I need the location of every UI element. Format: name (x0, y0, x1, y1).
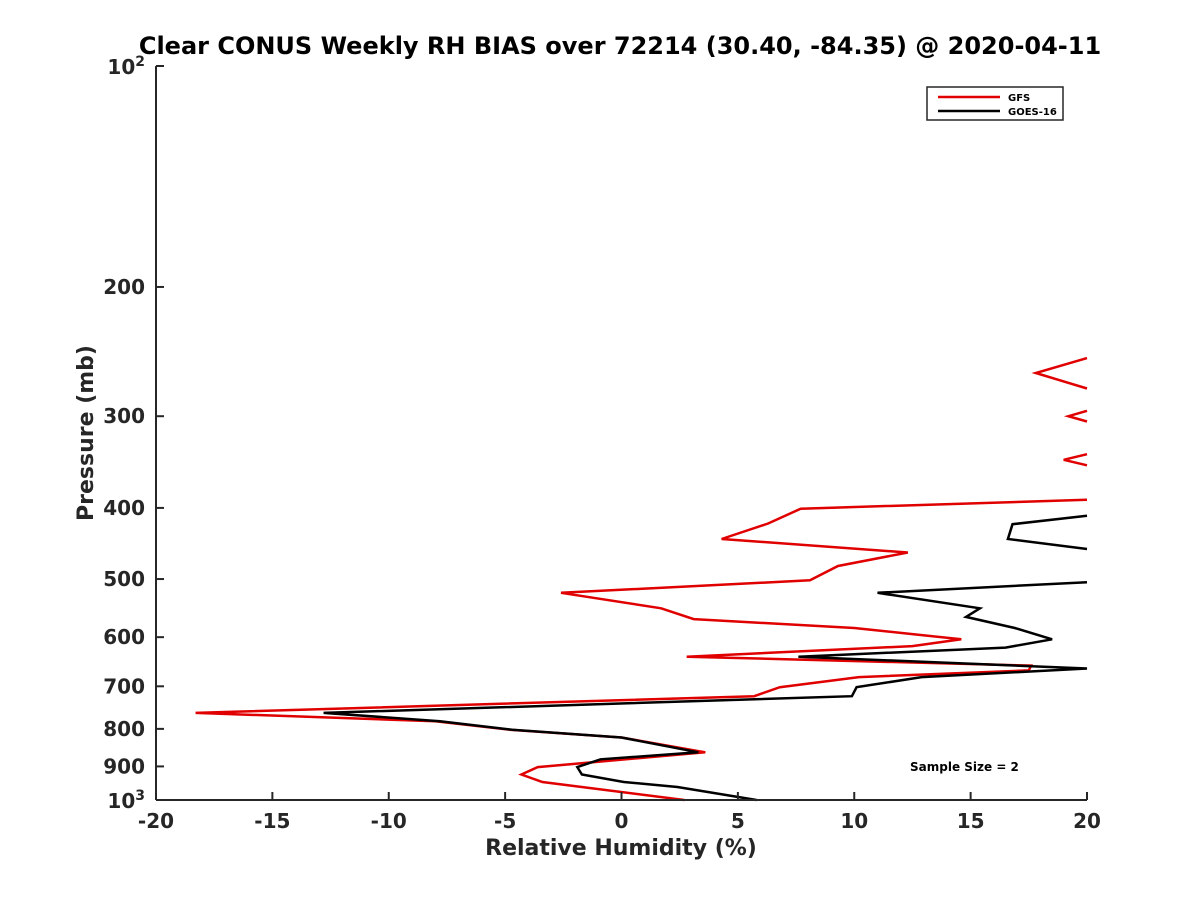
sample-size-annotation: Sample Size = 2 (910, 760, 1019, 774)
y-tick-label-100: 102 (107, 54, 145, 79)
x-ticks: -20 -15 -10 -5 0 5 10 15 20 (138, 792, 1101, 833)
x-tick-label: -20 (138, 809, 174, 833)
y-tick-label: 900 (103, 754, 145, 778)
legend-box (926, 86, 1064, 121)
axes (155, 66, 1087, 801)
y-tick-label: 300 (103, 404, 145, 428)
y-tick-label: 200 (103, 275, 145, 299)
y-tick-label: 700 (103, 674, 145, 698)
y-tick-100-exp: 2 (135, 54, 145, 70)
x-tick-label: -5 (494, 809, 516, 833)
x-tick-label: 0 (615, 809, 629, 833)
series-line-goes16 (323, 580, 1088, 802)
series-line-gfs (1063, 409, 1088, 423)
chart-title: Clear CONUS Weekly RH BIAS over 72214 (3… (139, 32, 1101, 60)
x-axis-title: Relative Humidity (%) (485, 836, 757, 861)
y-tick-label: 400 (103, 496, 145, 520)
series-layer (195, 356, 1088, 802)
series-line-gfs (1063, 452, 1088, 467)
y-tick-label: 600 (103, 625, 145, 649)
y-ticks: 200 300 400 500 600 700 800 900 (103, 65, 164, 801)
series-line-gfs (1031, 356, 1088, 390)
y-tick-100-base: 10 (107, 55, 135, 79)
y-tick-label: 800 (103, 717, 145, 741)
legend-label-goes16: GOES-16 (1008, 107, 1057, 118)
y-tick-1000-base: 10 (107, 789, 135, 813)
y-tick-1000-exp: 3 (135, 788, 145, 804)
legend: GFS GOES-16 (926, 86, 1064, 121)
y-axis-title: Pressure (mb) (74, 345, 99, 521)
x-tick-label: 10 (840, 809, 868, 833)
x-tick-label: 20 (1073, 809, 1101, 833)
legend-label-gfs: GFS (1008, 93, 1030, 104)
series-line-goes16 (1006, 514, 1088, 551)
x-tick-label: 15 (957, 809, 985, 833)
y-tick-label: 500 (103, 567, 145, 591)
y-tick-label-1000: 103 (107, 788, 145, 813)
x-tick-label: -15 (254, 809, 290, 833)
x-tick-label: 5 (731, 809, 745, 833)
x-tick-label: -10 (371, 809, 407, 833)
